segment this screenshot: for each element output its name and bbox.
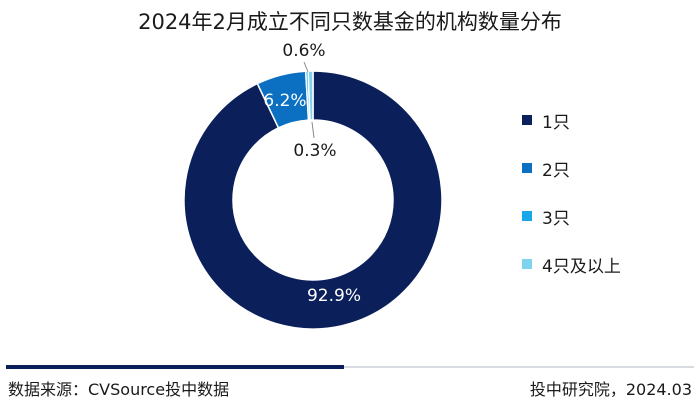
data-label-2: 6.2% xyxy=(263,91,306,111)
legend-label-1: 1只 xyxy=(542,112,570,133)
legend-swatch-4 xyxy=(522,259,532,269)
chart-title: 2024年2月成立不同只数基金的机构数量分布 xyxy=(138,10,562,34)
footer-divider-accent xyxy=(6,365,344,369)
legend-item-2: 2只 xyxy=(522,156,621,181)
slice-4 xyxy=(307,70,314,121)
credit-note: 投中研究院，2024.03 xyxy=(529,380,692,399)
chart-legend: 1只 2只 3只 4只及以上 xyxy=(522,108,621,300)
leader-line-4 xyxy=(303,61,309,73)
data-label-4: 0.6% xyxy=(282,41,325,61)
data-label-3: 0.3% xyxy=(293,141,336,161)
legend-swatch-2 xyxy=(522,163,532,173)
legend-item-3: 3只 xyxy=(522,204,621,229)
slice-1 xyxy=(183,70,443,330)
legend-item-1: 1只 xyxy=(522,108,621,133)
data-source: 数据来源：CVSource投中数据 xyxy=(8,380,230,399)
legend-swatch-1 xyxy=(522,115,532,125)
legend-label-3: 3只 xyxy=(542,208,570,229)
data-label-1: 92.9% xyxy=(307,286,361,306)
legend-swatch-3 xyxy=(522,211,532,221)
legend-label-2: 2只 xyxy=(542,160,570,181)
donut-chart: 92.9% 6.2% 0.3% 0.6% xyxy=(183,41,443,330)
legend-item-4: 4只及以上 xyxy=(522,252,621,277)
footer-divider xyxy=(344,366,694,368)
legend-label-4: 4只及以上 xyxy=(542,256,621,277)
leader-line-3 xyxy=(311,121,315,139)
